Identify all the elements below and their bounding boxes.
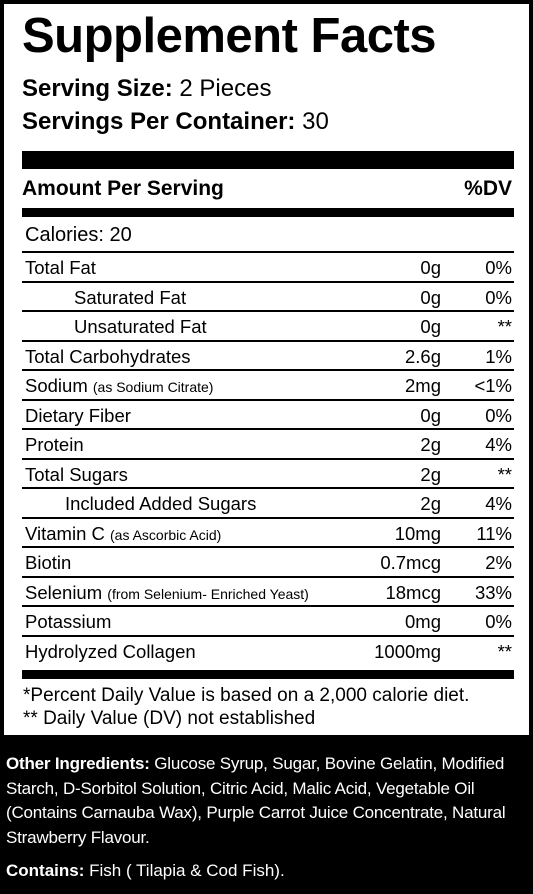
- table-row: Unsaturated Fat 0g **: [22, 310, 514, 340]
- servings-per-container: Servings Per Container: 30: [22, 110, 329, 134]
- table-row: Protein 2g 4%: [22, 428, 514, 458]
- nutrient-name: Potassium: [25, 611, 111, 633]
- nutrient-dv: 0%: [485, 286, 512, 308]
- nutrient-label: Total Sugars: [25, 463, 128, 485]
- nutrient-amount: 2.6g: [404, 345, 441, 367]
- nutrient-dv: 0%: [485, 257, 512, 278]
- table-row: Total Sugars 2g **: [22, 457, 514, 488]
- nutrient-amount: 18mcg: [385, 581, 441, 603]
- table-row: Biotin 0.7mcg 2%: [22, 546, 514, 576]
- nutrient-dv: 4%: [485, 493, 512, 514]
- nutrient-amount: 0g: [420, 316, 441, 337]
- nutrient-label: Included Added Sugars: [65, 493, 257, 514]
- serving-size: Serving Size: 2 Pieces: [22, 77, 271, 101]
- dv-header: %DV: [464, 177, 512, 200]
- nutrient-amount: 2mg: [405, 375, 441, 396]
- nutrient-name: Unsaturated Fat: [74, 316, 207, 338]
- servings-per-label: Servings Per Container:: [22, 108, 296, 135]
- nutrient-label: Unsaturated Fat: [74, 316, 207, 337]
- nutrient-label: Total Fat: [25, 257, 96, 278]
- nutrient-name: Total Fat: [25, 257, 96, 279]
- servings-per-value: 30: [302, 108, 329, 135]
- nutrient-label: Protein: [25, 434, 84, 455]
- nutrient-table: Total Fat 0g 0% Saturated Fat 0g 0% Unsa…: [22, 251, 514, 664]
- divider-thick: [22, 151, 514, 169]
- nutrient-label: Potassium: [25, 611, 112, 632]
- nutrient-amount: 2g: [420, 434, 441, 455]
- other-ingredients: Other Ingredients: Glucose Syrup, Sugar,…: [6, 752, 530, 850]
- table-row: Total Fat 0g 0%: [22, 251, 514, 281]
- nutrient-dv: **: [497, 640, 512, 662]
- nutrient-dv: 0%: [485, 611, 512, 632]
- footnote-not-established: ** Daily Value (DV) not established: [23, 708, 316, 729]
- table-row: Included Added Sugars 2g 4%: [22, 487, 514, 517]
- nutrient-name: Selenium (from Selenium- Enriched Yeast): [25, 582, 309, 604]
- nutrient-qualifier: (from Selenium- Enriched Yeast): [107, 585, 309, 602]
- nutrient-label: Dietary Fiber: [25, 404, 131, 426]
- allergen-statement: Contains: Fish ( Tilapia & Cod Fish).: [6, 859, 285, 883]
- nutrient-label: Sodium: [25, 375, 88, 396]
- other-ingredients-text: Glucose Syrup, Sugar, Bovine Gelatin, Mo…: [6, 754, 506, 847]
- nutrient-amount: 1000mg: [374, 640, 441, 662]
- nutrient-dv: 1%: [485, 345, 512, 367]
- nutrient-dv: **: [497, 463, 512, 485]
- table-row: Potassium 0mg 0%: [22, 605, 514, 635]
- table-row: Sodium (as Sodium Citrate) 2mg <1%: [22, 369, 514, 399]
- nutrient-amount: 10mg: [394, 522, 441, 544]
- nutrient-label: Hydrolyzed Collagen: [25, 640, 196, 662]
- nutrient-amount: 0mg: [405, 611, 441, 632]
- nutrient-name: Total Carbohydrates: [25, 346, 191, 368]
- nutrient-name: Included Added Sugars: [65, 493, 256, 515]
- nutrient-qualifier: (as Ascorbic Acid): [110, 526, 222, 543]
- amount-per-serving-label: Amount Per Serving: [22, 177, 224, 200]
- table-row: Saturated Fat 0g 0%: [22, 280, 514, 311]
- nutrient-dv: 2%: [485, 552, 512, 573]
- nutrient-name: Dietary Fiber: [25, 405, 131, 427]
- nutrient-amount: 0g: [420, 257, 441, 278]
- nutrient-amount: 2g: [420, 493, 441, 514]
- other-ingredients-label: Other Ingredients:: [6, 754, 150, 773]
- nutrient-dv: 0%: [485, 404, 512, 426]
- contains-text: Fish ( Tilapia & Cod Fish).: [89, 861, 285, 880]
- nutrient-label: Vitamin C: [25, 522, 105, 544]
- nutrient-name: Biotin: [25, 552, 71, 574]
- nutrient-label: Saturated Fat: [74, 286, 187, 308]
- nutrient-dv: 4%: [485, 434, 512, 455]
- table-row: Total Carbohydrates 2.6g 1%: [22, 339, 514, 370]
- nutrient-dv: **: [497, 316, 512, 337]
- nutrient-amount: 0.7mcg: [380, 552, 441, 573]
- nutrient-name: Protein: [25, 434, 84, 456]
- table-row: Dietary Fiber 0g 0%: [22, 398, 514, 429]
- nutrient-label: Selenium: [25, 581, 103, 603]
- nutrient-dv: 33%: [474, 581, 512, 603]
- nutrient-amount: 0g: [420, 286, 441, 308]
- footnote-daily-value: *Percent Daily Value is based on a 2,000…: [23, 685, 470, 706]
- nutrient-label: Total Carbohydrates: [25, 345, 191, 367]
- nutrient-name: Vitamin C (as Ascorbic Acid): [25, 523, 221, 545]
- nutrient-name: Sodium (as Sodium Citrate): [25, 375, 213, 397]
- amount-header: Amount Per Serving %DV: [22, 178, 514, 199]
- divider-medium: [22, 670, 514, 679]
- supplement-facts-panel: Supplement Facts Serving Size: 2 Pieces …: [4, 4, 529, 735]
- serving-size-label: Serving Size:: [22, 75, 173, 102]
- contains-label: Contains:: [6, 861, 85, 880]
- nutrient-name: Saturated Fat: [74, 287, 186, 309]
- nutrient-qualifier: (as Sodium Citrate): [92, 379, 214, 395]
- table-row: Hydrolyzed Collagen 1000mg **: [22, 634, 514, 665]
- table-row: Selenium (from Selenium- Enriched Yeast)…: [22, 575, 514, 606]
- nutrient-label: Biotin: [25, 552, 72, 573]
- divider-medium: [22, 208, 514, 217]
- table-row: Vitamin C (as Ascorbic Acid) 10mg 11%: [22, 516, 514, 547]
- nutrient-amount: 0g: [420, 404, 441, 426]
- nutrient-name: Hydrolyzed Collagen: [25, 641, 196, 663]
- panel-title: Supplement Facts: [22, 9, 437, 63]
- nutrient-dv: <1%: [474, 375, 512, 396]
- nutrient-name: Total Sugars: [25, 464, 128, 486]
- nutrient-dv: 11%: [476, 522, 512, 544]
- footnotes: *Percent Daily Value is based on a 2,000…: [23, 684, 469, 730]
- nutrient-amount: 2g: [420, 463, 441, 485]
- calories: Calories: 20: [25, 224, 132, 246]
- serving-size-value: 2 Pieces: [179, 75, 272, 102]
